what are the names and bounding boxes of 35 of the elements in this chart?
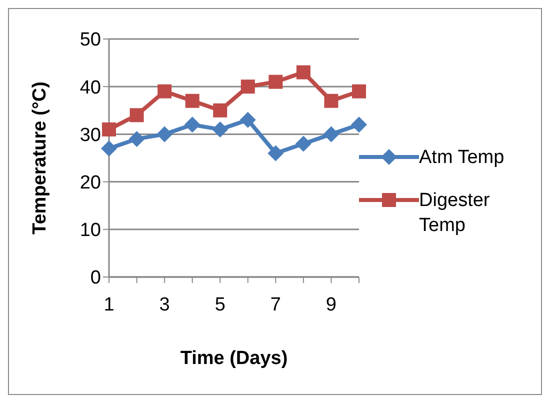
y-tick-label: 0 xyxy=(90,268,101,289)
point xyxy=(268,74,283,89)
y-tick-label: 30 xyxy=(80,124,101,146)
point xyxy=(158,84,172,98)
point xyxy=(324,94,338,108)
point xyxy=(212,121,228,138)
legend-label: Digester Temp xyxy=(419,189,491,238)
x-tick-label: 7 xyxy=(270,294,281,316)
x-tick-label: 5 xyxy=(214,294,226,316)
point xyxy=(240,112,256,128)
point xyxy=(295,136,312,152)
x-axis-title: Time (Days) xyxy=(180,348,288,369)
point xyxy=(352,84,366,98)
point xyxy=(296,65,310,80)
point xyxy=(213,103,228,118)
point xyxy=(101,140,117,156)
point xyxy=(128,130,145,147)
point xyxy=(240,80,255,94)
x-tick-label: 9 xyxy=(326,294,337,316)
point xyxy=(351,116,367,133)
point xyxy=(184,116,200,133)
y-tick-label: 50 xyxy=(80,30,101,51)
point xyxy=(102,122,116,136)
point xyxy=(323,126,340,142)
point xyxy=(185,94,200,108)
y-tick-label: 10 xyxy=(80,220,101,242)
x-tick-label: 3 xyxy=(159,294,170,316)
y-tick-label: 40 xyxy=(80,77,101,98)
point xyxy=(268,145,284,162)
point xyxy=(156,126,173,142)
point xyxy=(130,108,144,122)
legend-label: Atm Temp xyxy=(419,146,506,170)
y-axis-title: Temperature (°C) xyxy=(30,82,51,234)
y-tick-label: 20 xyxy=(80,172,101,194)
x-tick-label: 1 xyxy=(104,294,114,316)
